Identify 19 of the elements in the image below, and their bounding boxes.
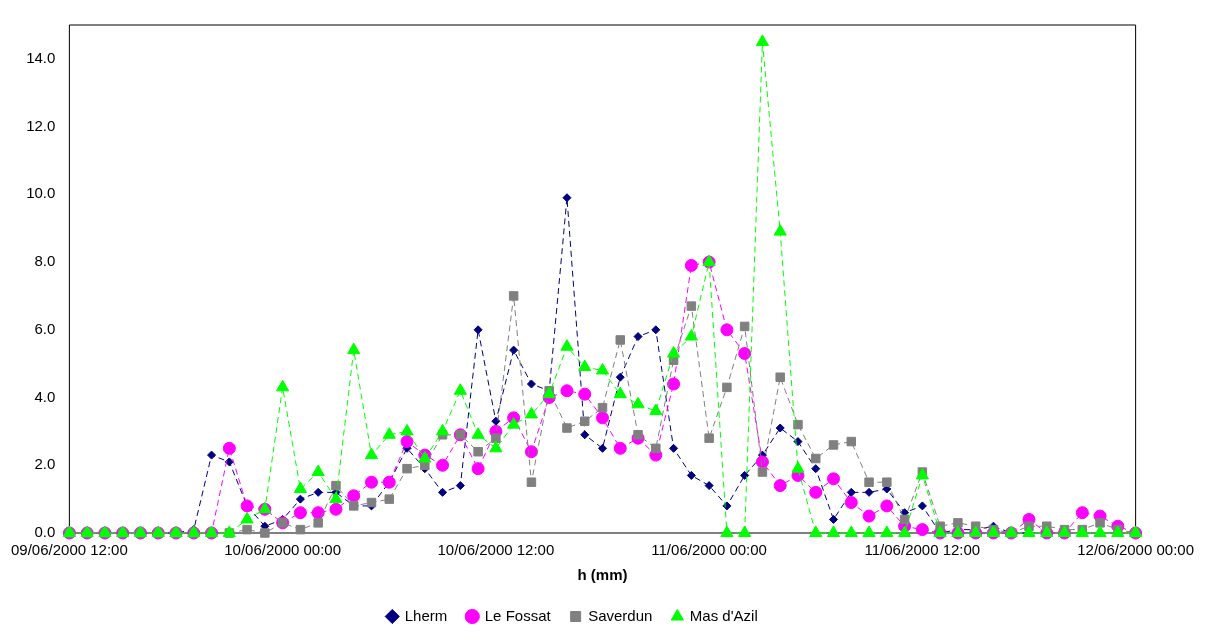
legend-label: Saverdun [588, 606, 653, 624]
legend-label: Lherm [404, 606, 448, 624]
y-tick-label: 8.0 [34, 252, 56, 270]
x-tick-label: 10/06/2000 12:00 [437, 541, 555, 559]
legend-label: Le Fossat [484, 606, 552, 624]
y-tick-label: 14.0 [26, 49, 56, 67]
x-tick-label: 10/06/2000 00:00 [224, 541, 342, 559]
x-tick-label: 11/06/2000 00:00 [651, 541, 767, 559]
x-tick-label: 11/06/2000 12:00 [864, 541, 981, 559]
y-tick-label: 10.0 [26, 184, 56, 202]
x-tick-label: 12/06/2000 00:00 [1077, 541, 1194, 559]
y-tick-label: 4.0 [34, 387, 56, 405]
x-tick-label: 09/06/2000 12:00 [11, 541, 128, 559]
y-tick-label: 6.0 [34, 319, 56, 337]
legend-label: Mas d'Azil [689, 606, 758, 624]
y-tick-label: 2.0 [34, 455, 56, 473]
y-tick-label: 0.0 [34, 523, 56, 541]
y-tick-label: 12.0 [26, 116, 56, 134]
x-axis-title: h (mm) [577, 566, 628, 584]
